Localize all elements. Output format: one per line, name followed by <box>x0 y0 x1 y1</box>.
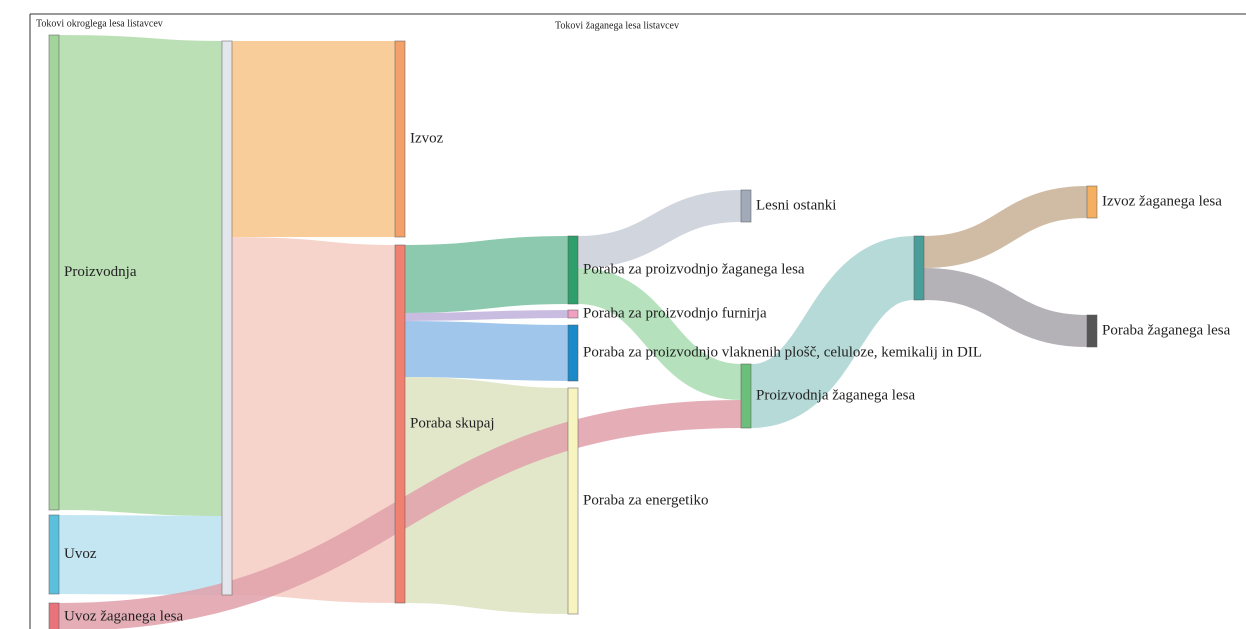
link <box>58 515 223 595</box>
link <box>230 237 397 603</box>
node-label: Poraba za energetiko <box>583 492 709 508</box>
node <box>913 235 925 301</box>
node-label: Uvoz <box>64 546 97 562</box>
node <box>567 387 579 615</box>
node-label: Poraba za proizvodnjo žaganega lesa <box>583 261 805 277</box>
node-label: Poraba žaganega lesa <box>1102 322 1231 338</box>
node-label: Lesni ostanki <box>756 197 836 213</box>
node <box>1086 314 1098 348</box>
node <box>740 189 752 223</box>
node-label: Proizvodnja žaganega lesa <box>756 387 915 403</box>
title-left: Tokovi okroglega lesa listavcev <box>36 18 163 29</box>
link <box>577 190 742 268</box>
link <box>57 35 224 516</box>
node <box>1086 185 1098 219</box>
link <box>923 186 1088 268</box>
node <box>567 309 579 319</box>
link <box>404 310 569 321</box>
node <box>48 34 60 511</box>
node-label: Izvoz žaganega lesa <box>1102 193 1222 209</box>
link <box>748 236 917 428</box>
node-label: Izvoz <box>410 130 444 146</box>
title-right: Tokovi žaganega lesa listavcev <box>555 20 679 31</box>
node <box>740 363 752 429</box>
node-label: Poraba skupaj <box>410 415 495 431</box>
node-label: Poraba za proizvodnjo vlaknenih plošč, c… <box>583 344 982 360</box>
node <box>48 514 60 595</box>
node <box>221 40 233 596</box>
link <box>404 236 569 313</box>
node-label: Proizvodnja <box>64 264 137 280</box>
node <box>567 235 579 305</box>
node <box>48 602 60 629</box>
node <box>394 244 406 604</box>
node <box>567 324 579 382</box>
link <box>576 268 743 400</box>
node-label: Uvoz žaganega lesa <box>64 608 183 624</box>
link <box>404 321 569 381</box>
link <box>923 268 1088 347</box>
node-label: Poraba za proizvodnjo furnirja <box>583 305 767 321</box>
node <box>394 40 406 238</box>
